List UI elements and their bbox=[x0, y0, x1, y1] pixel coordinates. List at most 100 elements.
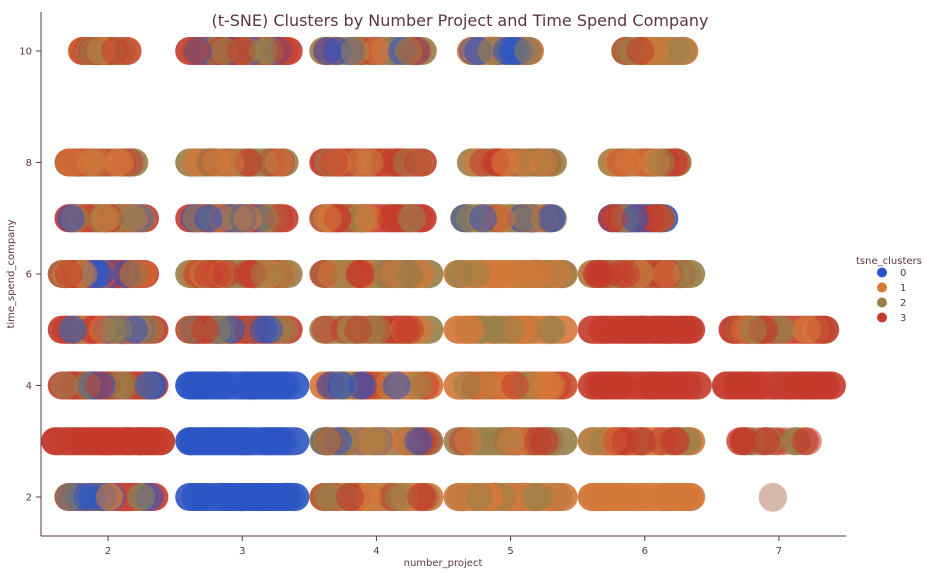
data-point bbox=[95, 483, 124, 511]
data-point bbox=[404, 148, 433, 177]
data-point bbox=[378, 204, 407, 233]
data-point bbox=[578, 427, 606, 456]
data-point bbox=[344, 315, 373, 344]
data-point bbox=[76, 427, 105, 456]
data-point bbox=[403, 371, 432, 400]
data-point bbox=[265, 483, 294, 511]
data-point bbox=[191, 315, 220, 344]
legend-title: tsne_clusters bbox=[856, 256, 922, 267]
data-point bbox=[216, 148, 245, 177]
point-group bbox=[175, 482, 310, 512]
data-point bbox=[404, 427, 433, 456]
data-point bbox=[758, 483, 787, 511]
data-point bbox=[530, 427, 559, 456]
point-group bbox=[67, 36, 142, 66]
point-group bbox=[309, 36, 437, 66]
data-point bbox=[652, 260, 681, 288]
data-point bbox=[127, 483, 156, 511]
data-point bbox=[346, 260, 375, 288]
point-group bbox=[54, 203, 159, 234]
point-group bbox=[309, 482, 444, 512]
point-group bbox=[175, 426, 310, 457]
data-point bbox=[106, 148, 135, 177]
data-point bbox=[250, 427, 279, 456]
point-group bbox=[611, 36, 699, 66]
data-point bbox=[612, 483, 641, 511]
data-point bbox=[228, 371, 256, 400]
data-point bbox=[243, 483, 272, 511]
data-point bbox=[101, 37, 129, 65]
data-point bbox=[391, 315, 420, 344]
data-point bbox=[465, 483, 494, 511]
data-point bbox=[614, 148, 643, 177]
point-group bbox=[175, 203, 299, 234]
data-point bbox=[598, 204, 627, 233]
data-point bbox=[739, 315, 768, 344]
data-point bbox=[781, 371, 810, 400]
legend-entries: 0 1 2 3 bbox=[877, 267, 906, 324]
data-point bbox=[588, 315, 616, 344]
data-point bbox=[453, 371, 482, 400]
data-point bbox=[54, 260, 83, 288]
data-point bbox=[534, 371, 563, 400]
data-point bbox=[454, 427, 483, 456]
data-point bbox=[117, 204, 146, 233]
data-point bbox=[735, 371, 764, 400]
data-point bbox=[265, 148, 294, 177]
y-tick-label: 4 bbox=[26, 381, 32, 392]
data-point bbox=[462, 260, 491, 288]
data-point bbox=[76, 148, 105, 177]
data-point bbox=[113, 427, 142, 456]
point-group bbox=[309, 314, 444, 345]
data-point bbox=[312, 427, 341, 456]
data-point bbox=[119, 260, 148, 288]
data-point bbox=[79, 37, 108, 65]
data-point bbox=[313, 204, 342, 233]
data-point bbox=[181, 37, 210, 65]
point-group bbox=[309, 426, 444, 456]
data-point bbox=[360, 427, 389, 456]
data-point bbox=[525, 483, 553, 511]
legend-marker bbox=[877, 282, 887, 293]
point-group bbox=[41, 426, 176, 457]
legend-label: 0 bbox=[900, 268, 906, 279]
y-axis-label: time_spend_company bbox=[6, 219, 17, 328]
point-group bbox=[711, 371, 846, 401]
chart-title: (t-SNE) Clusters by Number Project and T… bbox=[211, 11, 708, 30]
data-point bbox=[636, 371, 665, 400]
data-point bbox=[255, 315, 284, 344]
point-group bbox=[175, 147, 299, 178]
data-point bbox=[348, 371, 377, 400]
data-point bbox=[249, 37, 278, 65]
point-group bbox=[597, 147, 692, 178]
data-point bbox=[626, 37, 655, 65]
data-point bbox=[667, 483, 696, 511]
point-group bbox=[309, 147, 437, 178]
data-point bbox=[73, 483, 102, 511]
point-group bbox=[47, 370, 169, 401]
point-group bbox=[443, 482, 578, 512]
x-tick-label: 2 bbox=[105, 546, 111, 557]
data-point bbox=[56, 148, 85, 177]
x-tick-label: 7 bbox=[776, 546, 782, 557]
point-group bbox=[47, 259, 160, 289]
data-point bbox=[233, 204, 262, 233]
y-tick-label: 6 bbox=[26, 270, 32, 281]
points-layer bbox=[41, 36, 846, 512]
data-point bbox=[182, 371, 211, 400]
legend: tsne_clusters 0 1 2 3 bbox=[856, 256, 922, 324]
data-point bbox=[355, 204, 384, 233]
data-point bbox=[674, 371, 702, 400]
data-point bbox=[227, 37, 256, 65]
point-group bbox=[577, 482, 706, 512]
data-point bbox=[313, 37, 342, 65]
data-point bbox=[669, 37, 697, 65]
data-point bbox=[456, 315, 485, 344]
data-point bbox=[253, 371, 282, 400]
data-point bbox=[468, 204, 497, 233]
data-point bbox=[668, 315, 697, 344]
legend-marker bbox=[877, 267, 887, 278]
y-tick-label: 2 bbox=[26, 492, 32, 503]
data-point bbox=[811, 371, 840, 400]
